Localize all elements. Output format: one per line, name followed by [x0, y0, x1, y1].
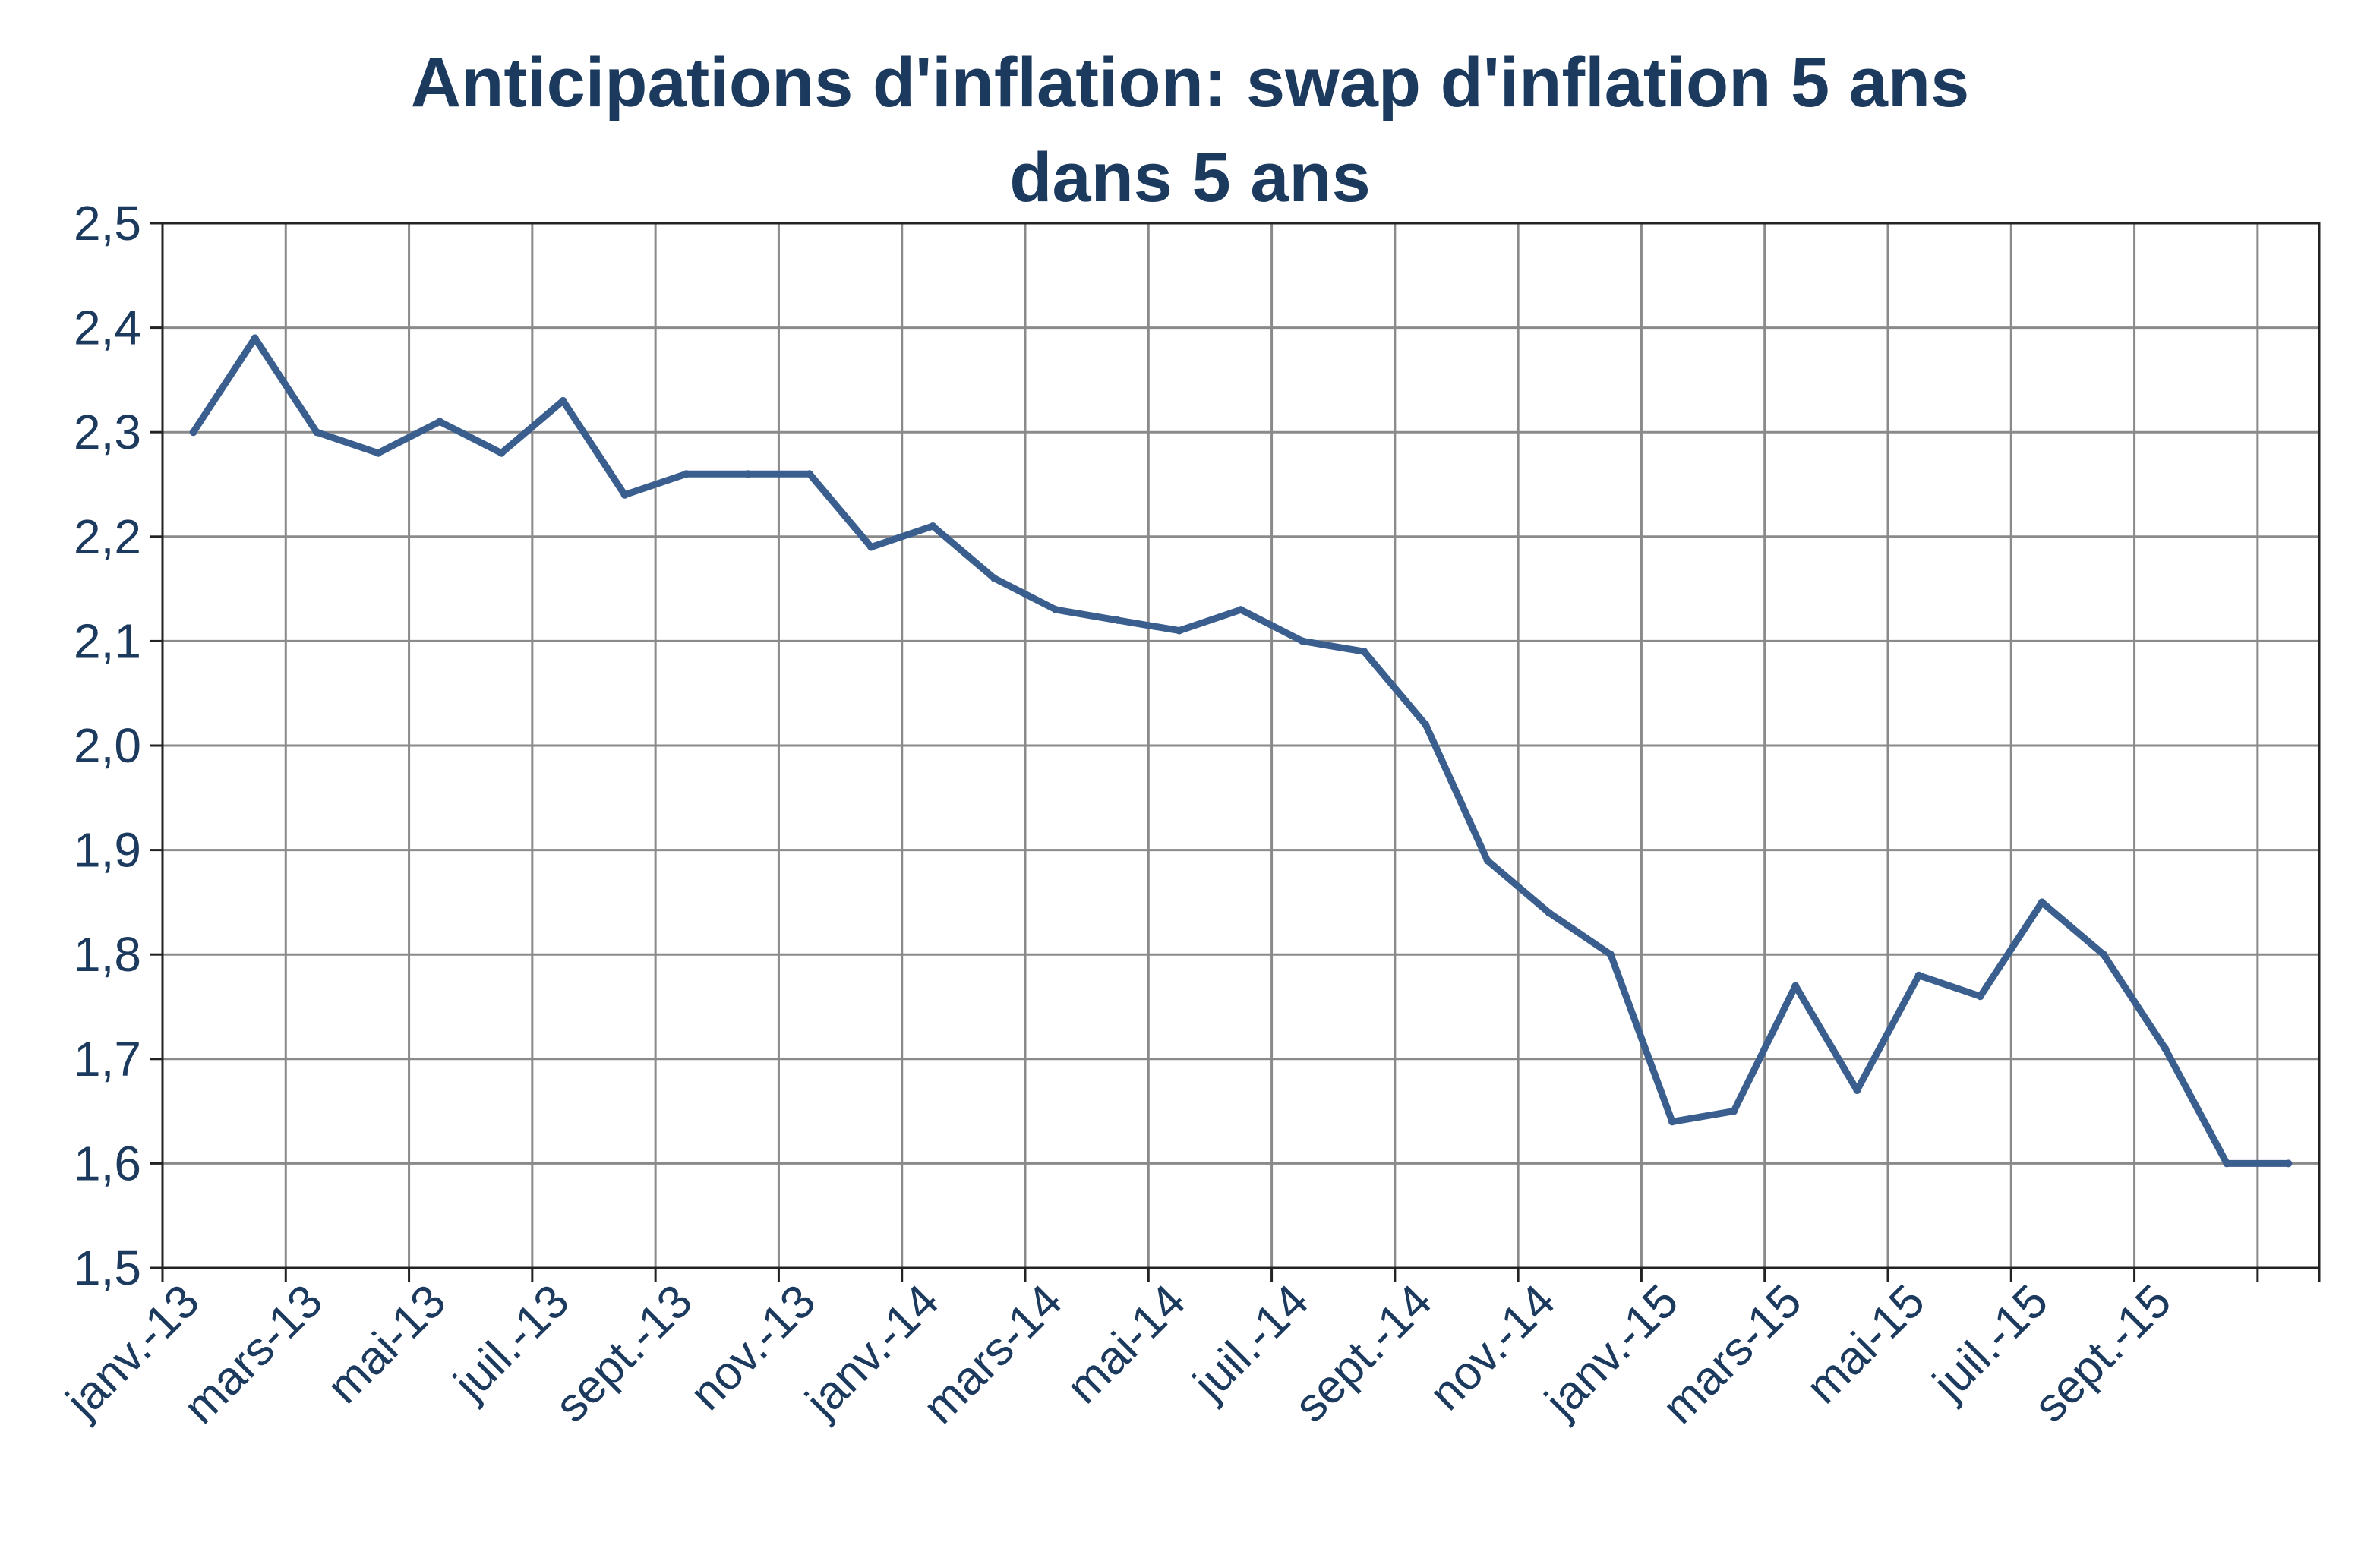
x-axis: janv.-13mars-13mai-13juil.-13sept.-13nov…	[55, 1268, 2321, 1434]
chart-title-line-2: dans 5 ans	[1009, 139, 1371, 216]
data-point	[1113, 616, 1122, 624]
data-point	[867, 543, 876, 551]
y-axis: 2,5 2,4 2,3 2,2 2,1 2,0 1,9 1,8 1,7 1,6 1,5	[74, 196, 163, 1295]
y-tick-label: 2,5	[74, 196, 141, 251]
data-point	[1175, 626, 1183, 635]
x-tick-label: mars-15	[1652, 1275, 1812, 1434]
data-point	[929, 522, 937, 530]
x-tick-label: sept.-14	[1285, 1275, 1442, 1432]
y-tick-label: 1,6	[74, 1136, 141, 1190]
data-point	[374, 449, 382, 457]
data-point	[497, 449, 506, 457]
data-point	[1052, 606, 1060, 614]
data-point	[1422, 721, 1430, 729]
y-tick-label: 2,2	[74, 509, 141, 564]
x-tick-label: mai-13	[317, 1275, 456, 1414]
data-point	[743, 470, 752, 478]
data-point	[1483, 856, 1491, 865]
x-tick-label: mai-15	[1796, 1275, 1935, 1414]
y-tick-label: 2,4	[74, 301, 141, 355]
data-point	[1606, 951, 1615, 959]
data-point	[559, 396, 567, 405]
data-point	[1360, 648, 1368, 656]
y-tick-label: 2,0	[74, 718, 141, 773]
y-tick-label: 1,8	[74, 927, 141, 982]
data-point	[436, 418, 444, 426]
data-point	[251, 334, 259, 342]
gridlines	[163, 222, 2319, 1269]
x-tick-label: mai-14	[1056, 1275, 1195, 1414]
data-point	[2284, 1159, 2293, 1168]
data-point	[806, 470, 813, 478]
data-point	[2100, 951, 2107, 959]
x-tick-label: mars-14	[913, 1275, 1072, 1434]
data-point	[2161, 1045, 2170, 1052]
data-point	[1545, 909, 1553, 917]
y-tick-label: 1,9	[74, 823, 141, 878]
series-line	[190, 334, 2292, 1167]
data-point	[620, 490, 629, 499]
data-point	[682, 470, 690, 478]
data-point	[189, 428, 197, 437]
data-point	[2038, 898, 2046, 907]
data-point	[1237, 606, 1245, 614]
data-point	[1914, 971, 1923, 979]
chart-title-line-1: Anticipations d'inflation: swap d'inflat…	[411, 44, 1969, 121]
data-point	[1976, 992, 1984, 1001]
data-point	[312, 428, 320, 437]
data-point	[990, 574, 999, 582]
data-point	[1791, 982, 1800, 990]
y-tick-label: 2,1	[74, 613, 141, 668]
data-point	[1299, 637, 1307, 645]
y-tick-label: 2,3	[74, 405, 141, 459]
y-tick-label: 1,7	[74, 1032, 141, 1086]
series-layer	[189, 334, 2293, 1168]
data-point	[1853, 1086, 1861, 1095]
data-point	[1668, 1118, 1676, 1126]
y-tick-label: 1,5	[74, 1241, 141, 1295]
x-tick-label: sept.-13	[545, 1275, 702, 1432]
data-point	[1730, 1107, 1738, 1115]
x-tick-label: mars-13	[174, 1275, 333, 1434]
data-point	[2223, 1159, 2231, 1168]
x-tick-label: sept.-15	[2024, 1275, 2181, 1432]
